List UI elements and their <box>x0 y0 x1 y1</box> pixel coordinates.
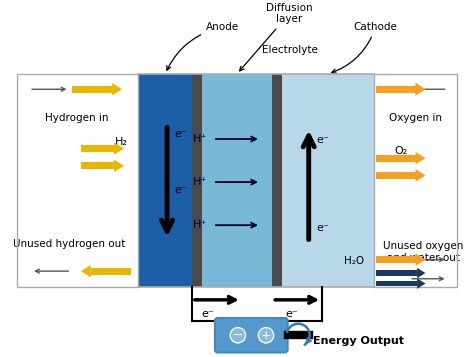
Text: Cathode: Cathode <box>332 22 398 73</box>
Polygon shape <box>81 265 91 277</box>
Polygon shape <box>416 253 426 266</box>
Text: e⁻: e⁻ <box>316 135 329 145</box>
Text: H⁺: H⁺ <box>193 134 207 144</box>
Text: −: − <box>233 329 243 342</box>
Text: Energy Output: Energy Output <box>312 336 403 346</box>
Text: H⁺: H⁺ <box>193 177 207 187</box>
Text: e⁻: e⁻ <box>316 223 329 233</box>
Bar <box>81 162 114 169</box>
Text: Unused hydrogen out: Unused hydrogen out <box>13 239 126 249</box>
Text: H₂: H₂ <box>115 137 128 147</box>
Bar <box>192 74 201 287</box>
Text: e⁻: e⁻ <box>175 130 187 140</box>
Bar <box>201 74 273 287</box>
Bar <box>376 270 417 276</box>
Bar <box>73 86 112 93</box>
Text: Unused oxygen
and water out: Unused oxygen and water out <box>383 241 464 263</box>
Bar <box>81 145 114 152</box>
Polygon shape <box>416 83 426 95</box>
Polygon shape <box>417 278 426 289</box>
Bar <box>273 74 282 287</box>
Bar <box>17 74 138 287</box>
Polygon shape <box>114 142 124 155</box>
Bar <box>376 86 416 93</box>
Text: Anode: Anode <box>167 22 239 70</box>
Polygon shape <box>416 83 426 95</box>
Text: Oxygen in: Oxygen in <box>390 113 442 123</box>
Text: e⁻: e⁻ <box>175 185 187 195</box>
Bar <box>376 155 416 162</box>
Bar <box>376 281 417 286</box>
Bar <box>376 86 416 93</box>
FancyBboxPatch shape <box>215 318 288 352</box>
Polygon shape <box>114 160 124 172</box>
Text: H₂O: H₂O <box>344 256 364 266</box>
Text: Hydrogen in: Hydrogen in <box>46 113 109 123</box>
Text: Electrolyte: Electrolyte <box>262 45 318 55</box>
Text: e⁻: e⁻ <box>202 310 215 320</box>
Circle shape <box>230 328 246 343</box>
Polygon shape <box>112 83 122 95</box>
Text: e⁻: e⁻ <box>285 310 298 320</box>
Bar <box>138 74 192 287</box>
Bar <box>376 172 416 179</box>
Circle shape <box>258 328 273 343</box>
Text: Diffusion
layer: Diffusion layer <box>240 2 313 71</box>
Polygon shape <box>417 268 426 278</box>
Bar <box>282 74 374 287</box>
Text: H⁺: H⁺ <box>193 220 207 230</box>
Polygon shape <box>416 169 426 182</box>
Bar <box>91 268 131 275</box>
Bar <box>374 74 457 287</box>
Polygon shape <box>416 152 426 164</box>
Text: O₂: O₂ <box>395 146 408 156</box>
Bar <box>376 256 416 263</box>
Text: +: + <box>261 329 271 342</box>
